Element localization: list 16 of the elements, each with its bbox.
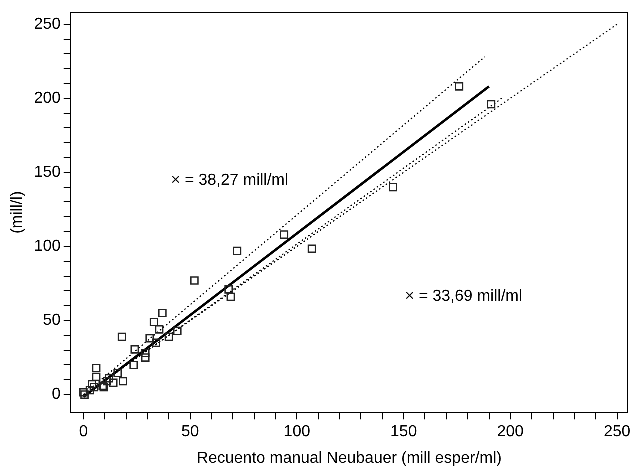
y-tick-label: 250 — [34, 16, 61, 33]
x-axis-title: Recuento manual Neubauer (mill esper/ml) — [196, 450, 502, 467]
y-tick-label: 200 — [34, 90, 61, 107]
x-tick-label: 200 — [497, 424, 524, 441]
x-tick-label: 250 — [604, 424, 631, 441]
x-tick-label: 50 — [182, 424, 200, 441]
y-tick-label: 0 — [52, 386, 61, 404]
y-tick-label: 150 — [34, 164, 61, 182]
x-tick-label: 100 — [284, 424, 311, 441]
y-tick-label: 100 — [34, 238, 61, 256]
annotation: × = 33,69 mill/ml — [405, 288, 523, 306]
x-tick-label: 0 — [79, 424, 88, 441]
y-tick-label: 50 — [43, 312, 61, 330]
y-axis-title: (mill/l) — [9, 191, 26, 234]
x-tick-label: 150 — [390, 424, 418, 441]
annotation: × = 38,27 mill/ml — [171, 172, 289, 190]
